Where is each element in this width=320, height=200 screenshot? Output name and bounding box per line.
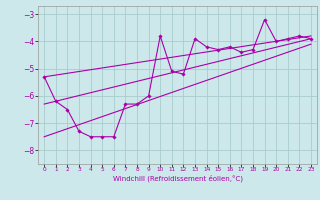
X-axis label: Windchill (Refroidissement éolien,°C): Windchill (Refroidissement éolien,°C): [113, 175, 243, 182]
